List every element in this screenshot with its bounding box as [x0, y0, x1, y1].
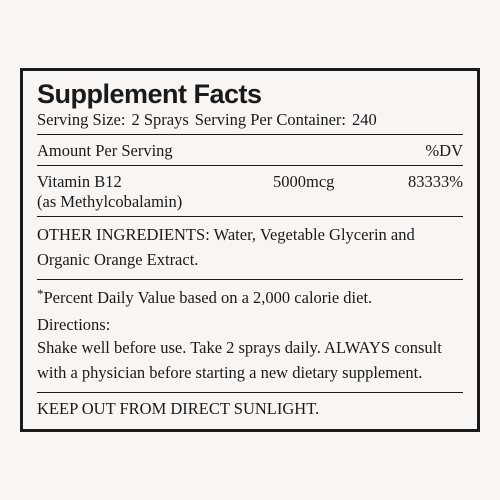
serving-size-label: Serving Size:	[37, 110, 125, 130]
serving-per-container-value: 240	[352, 110, 377, 130]
serving-per-container-label: Serving Per Container:	[195, 110, 346, 130]
ingredient-amount: 5000mcg	[273, 172, 383, 192]
serving-line: Serving Size: 2 Sprays Serving Per Contai…	[37, 110, 463, 135]
ingredient-name: Vitamin B12	[37, 172, 273, 192]
panel-title: Supplement Facts	[37, 81, 463, 108]
column-header-row: Amount Per Serving %DV	[37, 135, 463, 166]
dv-header: %DV	[425, 141, 463, 161]
directions-label: Directions:	[37, 313, 463, 335]
dv-footnote-text: Percent Daily Value based on a 2,000 cal…	[44, 288, 373, 307]
directions-body: Shake well before use. Take 2 sprays dai…	[37, 335, 463, 393]
asterisk-icon: *	[37, 286, 44, 301]
ingredient-row: Vitamin B12 5000mcg 83333%	[37, 166, 463, 192]
serving-size-value: 2 Sprays	[131, 110, 188, 130]
supplement-facts-panel: Supplement Facts Serving Size: 2 Sprays S…	[20, 68, 480, 431]
keep-out-warning: KEEP OUT FROM DIRECT SUNLIGHT.	[37, 393, 463, 421]
other-ingredients: OTHER INGREDIENTS: Water, Vegetable Glyc…	[37, 217, 463, 280]
other-ingredients-label: OTHER INGREDIENTS:	[37, 225, 210, 244]
ingredient-dv: 83333%	[383, 172, 463, 192]
amount-per-serving-header: Amount Per Serving	[37, 141, 173, 161]
dv-footnote: *Percent Daily Value based on a 2,000 ca…	[37, 280, 463, 313]
ingredient-subtext: (as Methylcobalamin)	[37, 192, 463, 217]
